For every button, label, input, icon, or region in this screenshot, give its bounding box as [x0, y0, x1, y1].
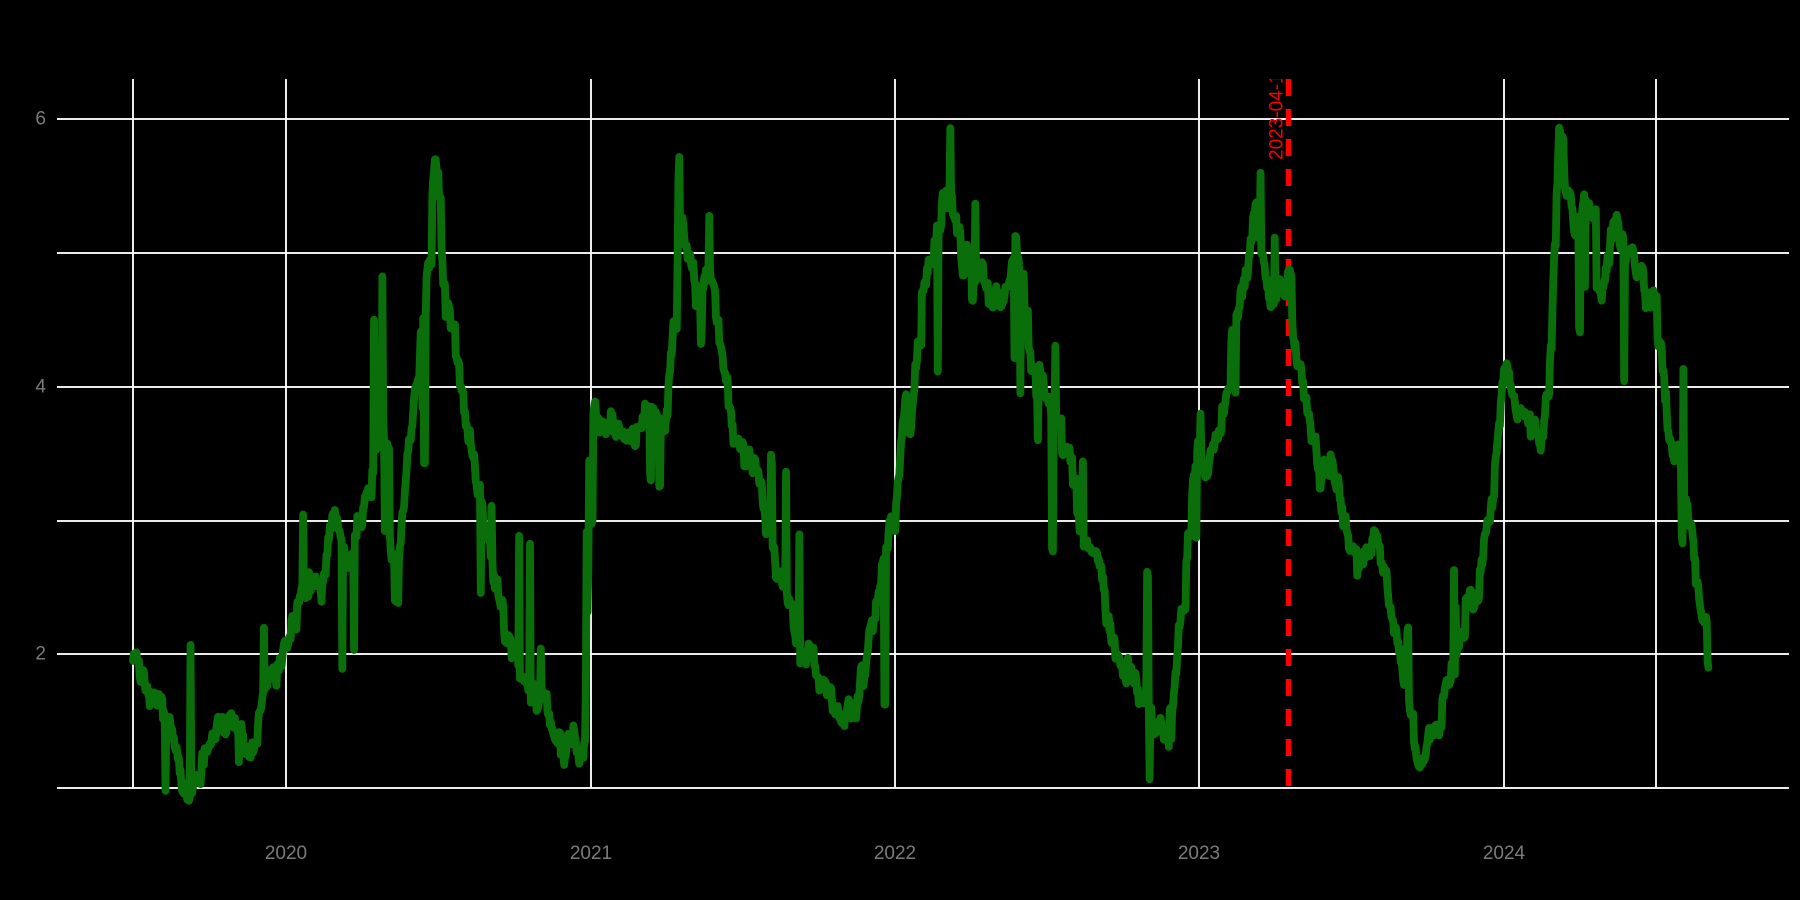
svg-text:2023: 2023	[1178, 843, 1220, 864]
svg-text:2020: 2020	[265, 843, 307, 864]
svg-text:2024: 2024	[1483, 843, 1526, 864]
svg-text:2022: 2022	[874, 843, 916, 864]
svg-text:2: 2	[35, 644, 46, 665]
svg-text:6: 6	[35, 109, 46, 130]
svg-text:2021: 2021	[570, 843, 612, 864]
svg-text:4: 4	[35, 377, 46, 398]
